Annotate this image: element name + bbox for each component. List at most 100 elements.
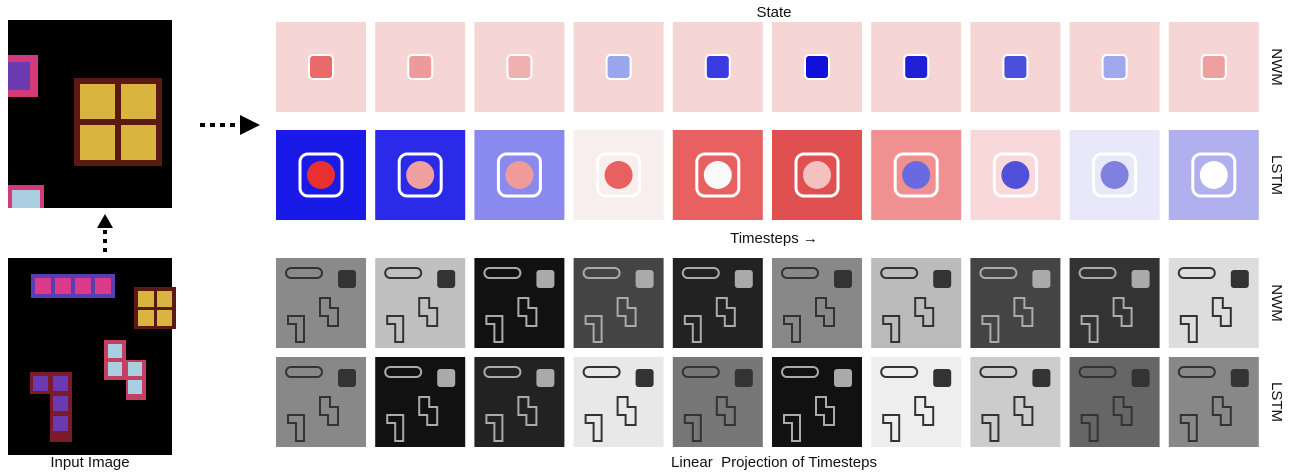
tile-bar — [979, 267, 1018, 279]
state-tile — [871, 22, 962, 112]
state-tile — [871, 357, 962, 447]
tile-shape — [287, 315, 305, 343]
tile-square — [734, 369, 753, 387]
tile-bar — [1177, 366, 1216, 378]
tile-center — [1200, 54, 1227, 80]
tile-shape — [319, 396, 339, 426]
tile-shape — [1112, 396, 1133, 426]
state-tile — [672, 130, 763, 220]
state-tile — [970, 357, 1061, 447]
tile-square — [536, 369, 555, 387]
tile-shape — [418, 396, 439, 426]
tile-square — [1131, 270, 1150, 288]
tile-center — [1101, 54, 1128, 80]
tile-shape — [418, 297, 439, 327]
arrow-head — [240, 115, 260, 135]
tile-bar — [582, 366, 621, 378]
state-tile — [1069, 22, 1160, 112]
state-tile — [276, 130, 366, 220]
input-label: Input Image — [50, 454, 129, 471]
tile-center — [703, 161, 732, 189]
tile-ring — [695, 152, 741, 198]
tile-square — [536, 270, 555, 288]
tile-center — [307, 161, 335, 189]
tile-shape — [715, 396, 736, 426]
state-tile — [375, 22, 466, 112]
tile-shape — [1080, 414, 1099, 442]
row-label: LSTM — [1268, 155, 1285, 195]
tile-ring — [496, 152, 542, 198]
state-tile — [970, 258, 1061, 348]
tile-center — [1001, 161, 1030, 189]
arrow-head — [97, 214, 113, 228]
state-tile — [871, 258, 962, 348]
tile-shape — [1179, 414, 1198, 442]
state-tile — [772, 357, 862, 447]
tile-shape — [715, 297, 736, 327]
tile-bar — [1177, 267, 1216, 279]
tile-shape — [783, 414, 801, 442]
tile-square — [437, 270, 456, 288]
timesteps-label: Timesteps → — [730, 230, 818, 247]
tile-bar — [880, 267, 919, 279]
tile-shape — [882, 414, 901, 442]
tile-ring — [596, 152, 642, 198]
tile-shape — [1112, 297, 1133, 327]
tile-shape — [783, 315, 801, 343]
state-tile — [474, 357, 565, 447]
state-tile — [276, 22, 366, 112]
tile-ring — [1191, 152, 1237, 198]
tile-shape — [584, 414, 603, 442]
state-tile — [375, 130, 466, 220]
tile-center — [506, 54, 533, 80]
tile-center — [605, 54, 632, 80]
tile-square — [635, 369, 654, 387]
state-tile — [276, 258, 366, 348]
tile-square — [1230, 270, 1249, 288]
state-tile — [573, 22, 664, 112]
state-tile — [970, 22, 1061, 112]
state-tile — [772, 22, 862, 112]
tile-shape — [485, 315, 504, 343]
tile-center — [1100, 161, 1129, 189]
input-image-bottom — [8, 258, 176, 455]
state-tile — [276, 357, 366, 447]
tile-center — [604, 161, 633, 189]
tile-shape — [914, 297, 935, 327]
state-tile — [1168, 258, 1259, 348]
tile-shape — [616, 396, 637, 426]
tile-bar — [483, 366, 522, 378]
state-tile — [474, 258, 565, 348]
tile-bar — [681, 267, 720, 279]
input-image-top — [8, 20, 172, 208]
tile-square — [1131, 369, 1150, 387]
tile-square — [338, 369, 356, 387]
tile-square — [1230, 369, 1249, 387]
tile-center — [804, 54, 830, 80]
state-tile — [474, 130, 565, 220]
tile-shape — [1013, 396, 1034, 426]
tile-square — [1032, 270, 1051, 288]
tile-square — [338, 270, 356, 288]
state-tile — [1069, 357, 1160, 447]
state-tile — [1168, 22, 1259, 112]
tile-shape — [517, 297, 538, 327]
tile-center — [1002, 54, 1029, 80]
tile-bar — [285, 366, 323, 378]
tile-shape — [1080, 315, 1099, 343]
tile-bar — [781, 267, 819, 279]
state-tile — [375, 258, 466, 348]
state-tile — [375, 357, 466, 447]
tile-ring — [1092, 152, 1138, 198]
state-tile — [573, 357, 664, 447]
tile-ring — [992, 152, 1038, 198]
tile-square — [1032, 369, 1051, 387]
tile-bar — [483, 267, 522, 279]
tile-bar — [582, 267, 621, 279]
state-label: State — [756, 4, 791, 21]
state-tile — [772, 130, 862, 220]
state-tile — [573, 130, 664, 220]
tile-shape — [683, 414, 702, 442]
